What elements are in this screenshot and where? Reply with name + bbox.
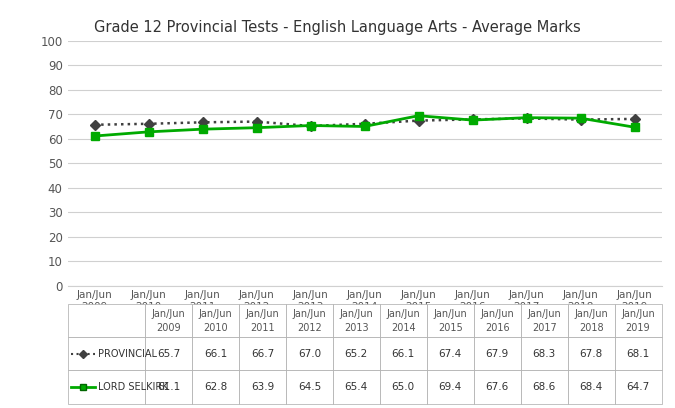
Text: 2009: 2009 [157,323,181,333]
Text: Jan/Jun: Jan/Jun [433,309,467,319]
Text: 65.2: 65.2 [345,349,368,359]
Text: 68.4: 68.4 [579,382,603,392]
Text: 67.9: 67.9 [485,349,509,359]
FancyBboxPatch shape [614,370,662,404]
FancyBboxPatch shape [145,337,192,370]
FancyBboxPatch shape [427,304,474,337]
FancyBboxPatch shape [333,370,380,404]
FancyBboxPatch shape [614,304,662,337]
Text: Jan/Jun: Jan/Jun [574,309,608,319]
Text: 65.4: 65.4 [345,382,368,392]
Text: 66.1: 66.1 [204,349,227,359]
Text: 67.8: 67.8 [579,349,603,359]
FancyBboxPatch shape [474,337,520,370]
FancyBboxPatch shape [520,337,568,370]
Text: 2016: 2016 [485,323,510,333]
FancyBboxPatch shape [380,304,427,337]
FancyBboxPatch shape [145,304,192,337]
FancyBboxPatch shape [286,304,333,337]
FancyBboxPatch shape [286,337,333,370]
FancyBboxPatch shape [568,304,614,337]
Text: 65.0: 65.0 [392,382,415,392]
Text: Jan/Jun: Jan/Jun [246,309,279,319]
FancyBboxPatch shape [568,370,614,404]
FancyBboxPatch shape [474,370,520,404]
FancyBboxPatch shape [239,370,286,404]
Text: 61.1: 61.1 [157,382,180,392]
FancyBboxPatch shape [427,337,474,370]
FancyBboxPatch shape [68,337,145,370]
Text: Jan/Jun: Jan/Jun [152,309,186,319]
Text: 64.5: 64.5 [298,382,321,392]
Text: 2019: 2019 [626,323,650,333]
FancyBboxPatch shape [333,337,380,370]
Text: Grade 12 Provincial Tests - English Language Arts - Average Marks: Grade 12 Provincial Tests - English Lang… [94,20,581,35]
Text: 65.7: 65.7 [157,349,180,359]
FancyBboxPatch shape [145,370,192,404]
FancyBboxPatch shape [239,304,286,337]
FancyBboxPatch shape [380,370,427,404]
Text: 2015: 2015 [438,323,462,333]
FancyBboxPatch shape [192,304,239,337]
Text: 62.8: 62.8 [204,382,227,392]
Text: 2010: 2010 [203,323,228,333]
Text: Jan/Jun: Jan/Jun [340,309,373,319]
FancyBboxPatch shape [520,370,568,404]
FancyBboxPatch shape [380,337,427,370]
Text: Jan/Jun: Jan/Jun [527,309,561,319]
FancyBboxPatch shape [286,370,333,404]
Text: 66.7: 66.7 [251,349,274,359]
Text: 2011: 2011 [250,323,275,333]
Text: 68.3: 68.3 [533,349,556,359]
Text: PROVINCIAL: PROVINCIAL [98,349,157,359]
Text: 67.4: 67.4 [439,349,462,359]
FancyBboxPatch shape [68,370,145,404]
FancyBboxPatch shape [614,337,662,370]
Text: 2017: 2017 [532,323,556,333]
FancyBboxPatch shape [427,370,474,404]
Text: 67.0: 67.0 [298,349,321,359]
FancyBboxPatch shape [68,304,145,337]
Text: Jan/Jun: Jan/Jun [621,309,655,319]
Text: 68.1: 68.1 [626,349,649,359]
Text: Jan/Jun: Jan/Jun [481,309,514,319]
Text: 69.4: 69.4 [439,382,462,392]
Text: 63.9: 63.9 [251,382,274,392]
FancyBboxPatch shape [474,304,520,337]
FancyBboxPatch shape [192,370,239,404]
Text: LORD SELKIRK: LORD SELKIRK [98,382,169,392]
Text: Jan/Jun: Jan/Jun [386,309,420,319]
FancyBboxPatch shape [333,304,380,337]
Text: 67.6: 67.6 [485,382,509,392]
Text: Jan/Jun: Jan/Jun [198,309,232,319]
Text: 64.7: 64.7 [626,382,649,392]
Text: 2013: 2013 [344,323,369,333]
Text: Jan/Jun: Jan/Jun [292,309,326,319]
Text: 2014: 2014 [391,323,416,333]
FancyBboxPatch shape [239,337,286,370]
Text: 2012: 2012 [297,323,322,333]
Text: 2018: 2018 [578,323,603,333]
FancyBboxPatch shape [568,337,614,370]
Text: 68.6: 68.6 [533,382,556,392]
FancyBboxPatch shape [520,304,568,337]
FancyBboxPatch shape [192,337,239,370]
Text: 66.1: 66.1 [392,349,415,359]
